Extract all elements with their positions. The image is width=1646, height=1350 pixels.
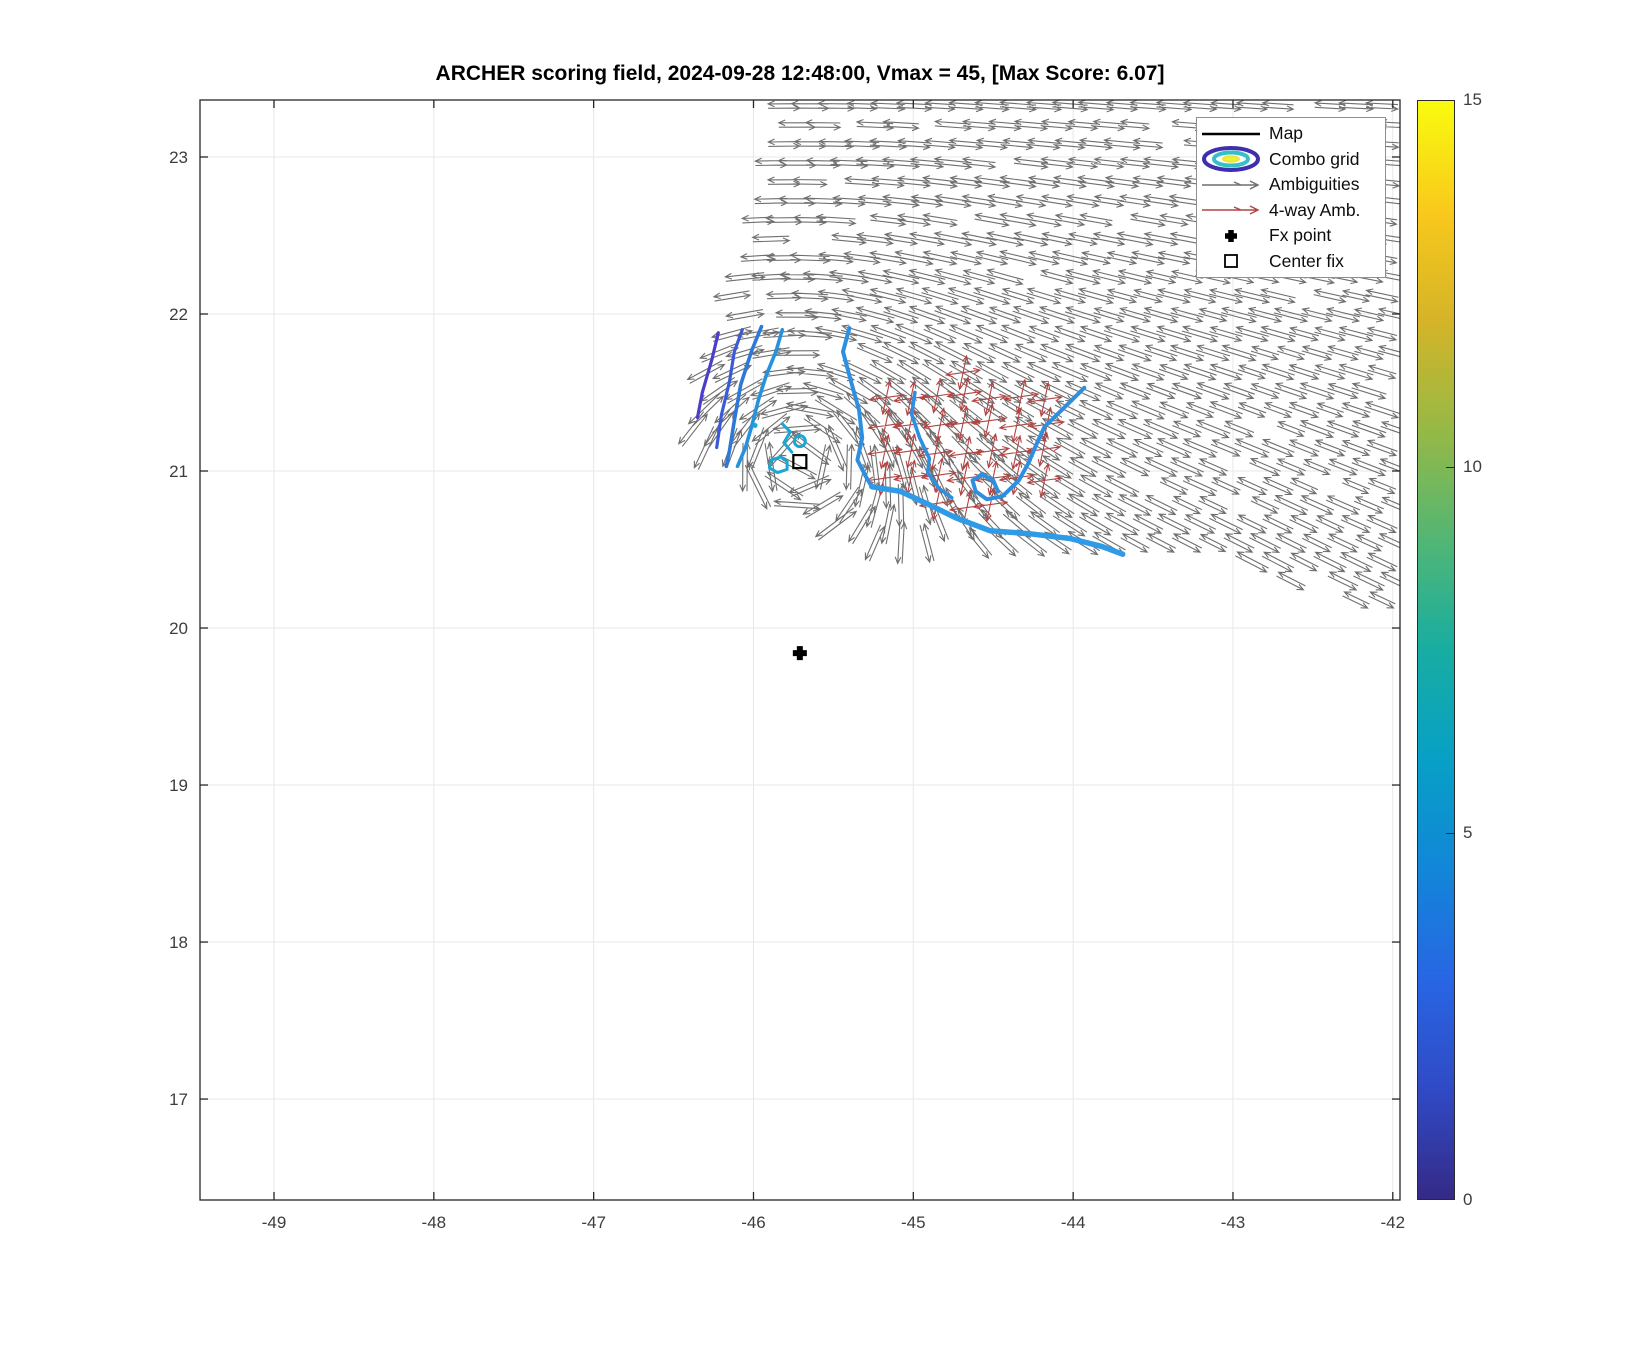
svg-text:17: 17 [169, 1090, 188, 1109]
colorbar-tick-label: 15 [1463, 90, 1482, 109]
svg-text:-42: -42 [1381, 1213, 1406, 1232]
colorbar-tick-label: 10 [1463, 456, 1482, 476]
legend-label: Combo grid [1269, 148, 1360, 169]
legend-label: Map [1269, 123, 1304, 144]
svg-text:-46: -46 [741, 1213, 766, 1232]
legend-row-map: Map [1197, 121, 1385, 146]
gray-arrow-icon [1197, 177, 1265, 193]
svg-text:-49: -49 [262, 1213, 287, 1232]
red-arrow-icon [1197, 202, 1265, 218]
svg-text:22: 22 [169, 305, 188, 324]
legend: Map Combo grid Ambiguities [1196, 117, 1386, 278]
colorbar [1417, 100, 1455, 1200]
colorbar-tick-label: 5 [1463, 823, 1473, 843]
legend-row-ambiguities: Ambiguities [1197, 172, 1385, 197]
svg-text:21: 21 [169, 462, 188, 481]
svg-text:-45: -45 [901, 1213, 926, 1232]
colorbar-gradient [1418, 101, 1454, 1199]
open-square-icon [1197, 253, 1265, 269]
svg-text:20: 20 [169, 619, 188, 638]
svg-text:-47: -47 [581, 1213, 606, 1232]
svg-text:19: 19 [169, 776, 188, 795]
svg-text:18: 18 [169, 933, 188, 952]
legend-label: Center fix [1269, 250, 1344, 271]
contour-ellipses-icon [1197, 145, 1265, 173]
legend-label: Ambiguities [1269, 174, 1360, 195]
colorbar-tick-mark [1446, 833, 1455, 835]
legend-label: 4-way Amb. [1269, 199, 1361, 220]
svg-text:-43: -43 [1221, 1213, 1246, 1232]
legend-row-fx-point: Fx point [1197, 223, 1385, 248]
svg-text:-48: -48 [422, 1213, 447, 1232]
legend-row-4way: 4-way Amb. [1197, 198, 1385, 223]
colorbar-tick-mark [1446, 466, 1455, 468]
colorbar-tick-label: 0 [1463, 1190, 1473, 1209]
svg-text:23: 23 [169, 148, 188, 167]
legend-label: Fx point [1269, 225, 1332, 246]
bold-plus-icon [1197, 227, 1265, 245]
legend-row-combo-grid: Combo grid [1197, 145, 1385, 173]
legend-row-center-fix: Center fix [1197, 249, 1385, 274]
map-line-icon [1197, 126, 1265, 142]
svg-text:-44: -44 [1061, 1213, 1086, 1232]
plot-title: ARCHER scoring field, 2024-09-28 12:48:0… [435, 62, 1165, 85]
